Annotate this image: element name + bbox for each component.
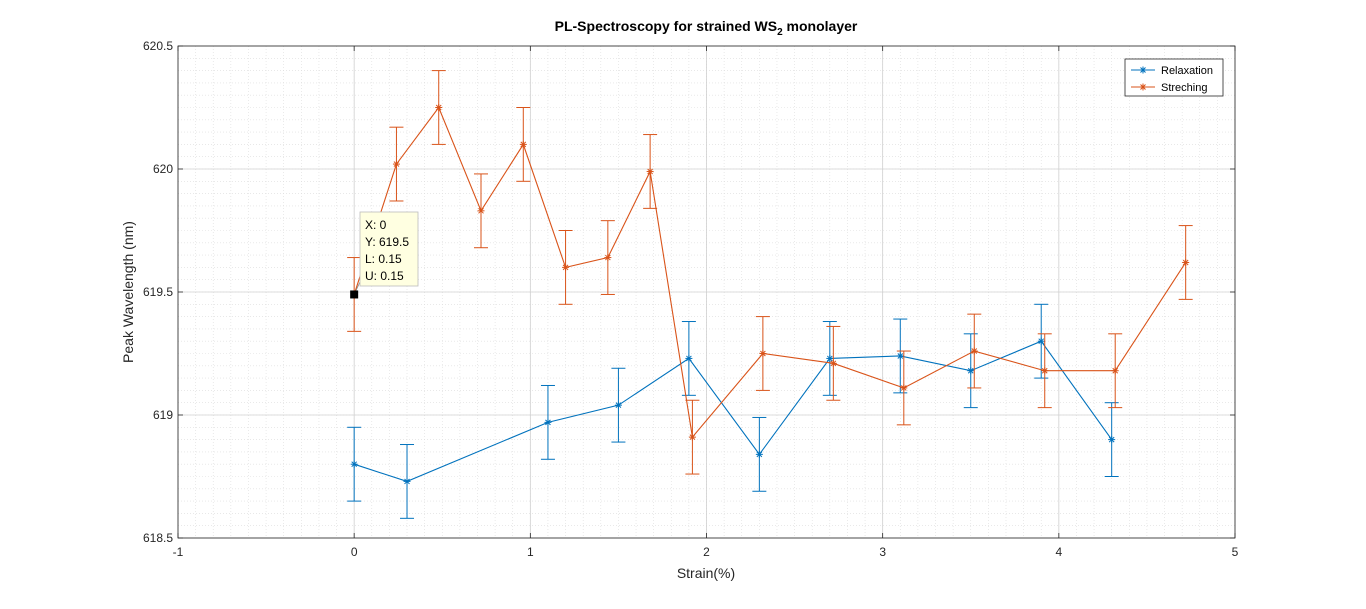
- y-tick-label: 618.5: [143, 531, 173, 545]
- chart-title-subscript: 2: [777, 27, 783, 38]
- data-point-marker: [646, 167, 654, 175]
- data-point-marker: [544, 418, 552, 426]
- data-point-marker: [350, 460, 358, 468]
- marker-stroke: [826, 355, 833, 362]
- marker-stroke: [1038, 338, 1045, 345]
- marker-stroke: [830, 360, 837, 367]
- data-point-marker: [519, 140, 527, 148]
- marker-stroke: [615, 402, 622, 409]
- data-point-marker: [403, 477, 411, 485]
- data-point-marker: [829, 359, 837, 367]
- chart-title-tail: monolayer: [783, 18, 858, 34]
- y-tick-label: 619.5: [143, 285, 173, 299]
- y-tick-label: 620.5: [143, 39, 173, 53]
- legend[interactable]: Relaxation Streching: [1124, 58, 1224, 97]
- marker-stroke: [647, 168, 653, 175]
- x-tick-label: 5: [1232, 545, 1239, 559]
- chart-title: PL-Spectroscopy for strained WS2 monolay…: [555, 18, 858, 38]
- legend-entry-relaxation: Relaxation: [1131, 65, 1213, 77]
- data-point-marker: [1139, 83, 1147, 91]
- datatip-box: [359, 211, 419, 287]
- legend-entry-streching: Streching: [1131, 82, 1207, 94]
- marker-stroke: [478, 207, 484, 214]
- x-tick-label: 0: [351, 545, 358, 559]
- data-point-marker: [1041, 367, 1049, 375]
- data-point-marker: [900, 384, 908, 392]
- marker-stroke: [1108, 436, 1115, 443]
- series-layer: [347, 70, 1193, 519]
- x-axis-ticks: -1 0 1 2 3 4 5: [173, 46, 1239, 559]
- data-point-marker: [970, 347, 978, 355]
- x-tick-label: 1: [527, 545, 534, 559]
- marker-stroke: [404, 478, 410, 485]
- y-tick-label: 619: [153, 408, 173, 422]
- data-point-marker: [435, 104, 443, 111]
- legend-label: Relaxation: [1161, 65, 1213, 77]
- legend-entries: Relaxation Streching: [1131, 65, 1213, 94]
- datatip-line: X: 0: [365, 218, 387, 232]
- legend-box: [1124, 58, 1224, 97]
- data-point-marker: [604, 254, 612, 262]
- x-axis-title: Strain(%): [677, 565, 735, 581]
- series-line: [353, 106, 1187, 439]
- marker-stroke: [760, 350, 766, 357]
- marker-stroke: [1140, 84, 1146, 90]
- marker-stroke: [686, 355, 692, 362]
- datatip-line: Y: 619.5: [365, 235, 409, 249]
- marker-stroke: [897, 353, 904, 359]
- data-point-marker: [1037, 337, 1045, 345]
- marker-stroke: [756, 451, 763, 458]
- marker-stroke: [545, 419, 551, 426]
- data-point-marker: [614, 401, 622, 409]
- data-point-marker: [755, 450, 763, 458]
- marker-stroke: [562, 264, 569, 271]
- y-tick-label: 620: [153, 162, 173, 176]
- data-point-marker: [1108, 436, 1116, 444]
- marker-stroke: [1182, 259, 1189, 266]
- marker-stroke: [900, 385, 907, 391]
- marker-stroke: [1140, 67, 1146, 73]
- data-point-marker: [1182, 258, 1190, 266]
- data-point-marker: [826, 354, 834, 362]
- datatip-line: L: 0.15: [365, 252, 402, 266]
- data-point-marker: [392, 160, 400, 168]
- series-streching: [347, 70, 1193, 475]
- x-tick-label: 4: [1055, 545, 1062, 559]
- legend-label: Streching: [1161, 82, 1207, 94]
- data-point-marker: [896, 352, 904, 360]
- marker-stroke: [393, 161, 400, 167]
- data-point-marker: [967, 367, 975, 375]
- marker-stroke: [1041, 367, 1048, 374]
- marker-stroke: [971, 348, 978, 354]
- marker-stroke: [520, 141, 527, 148]
- marker-stroke: [604, 254, 611, 261]
- marker-stroke: [967, 367, 974, 374]
- data-point-marker: [688, 433, 696, 441]
- y-axis-title: Peak Wavelength (nm): [120, 221, 136, 363]
- datatip[interactable]: X: 0 Y: 619.5 L: 0.15 U: 0.15: [350, 211, 419, 299]
- chart-title-main: PL-Spectroscopy for strained WS: [555, 18, 777, 34]
- data-point-marker: [1139, 66, 1147, 74]
- marker-stroke: [435, 104, 442, 111]
- series-relaxation: [347, 303, 1119, 519]
- data-point-marker: [759, 350, 767, 357]
- x-tick-label: 2: [703, 545, 710, 559]
- data-point-marker: [1111, 367, 1119, 375]
- data-point-marker: [477, 207, 485, 215]
- x-tick-label: 3: [879, 545, 886, 559]
- marker-stroke: [1112, 367, 1119, 374]
- y-axis-ticks: 618.5 619 619.5 620 620.5: [143, 39, 1235, 545]
- data-point-marker: [562, 263, 570, 271]
- data-point-marker: [685, 354, 693, 362]
- datatip-marker: [350, 290, 359, 299]
- x-tick-label: -1: [173, 545, 184, 559]
- datatip-line: U: 0.15: [365, 269, 404, 283]
- marker-stroke: [689, 434, 696, 440]
- marker-stroke: [351, 461, 358, 468]
